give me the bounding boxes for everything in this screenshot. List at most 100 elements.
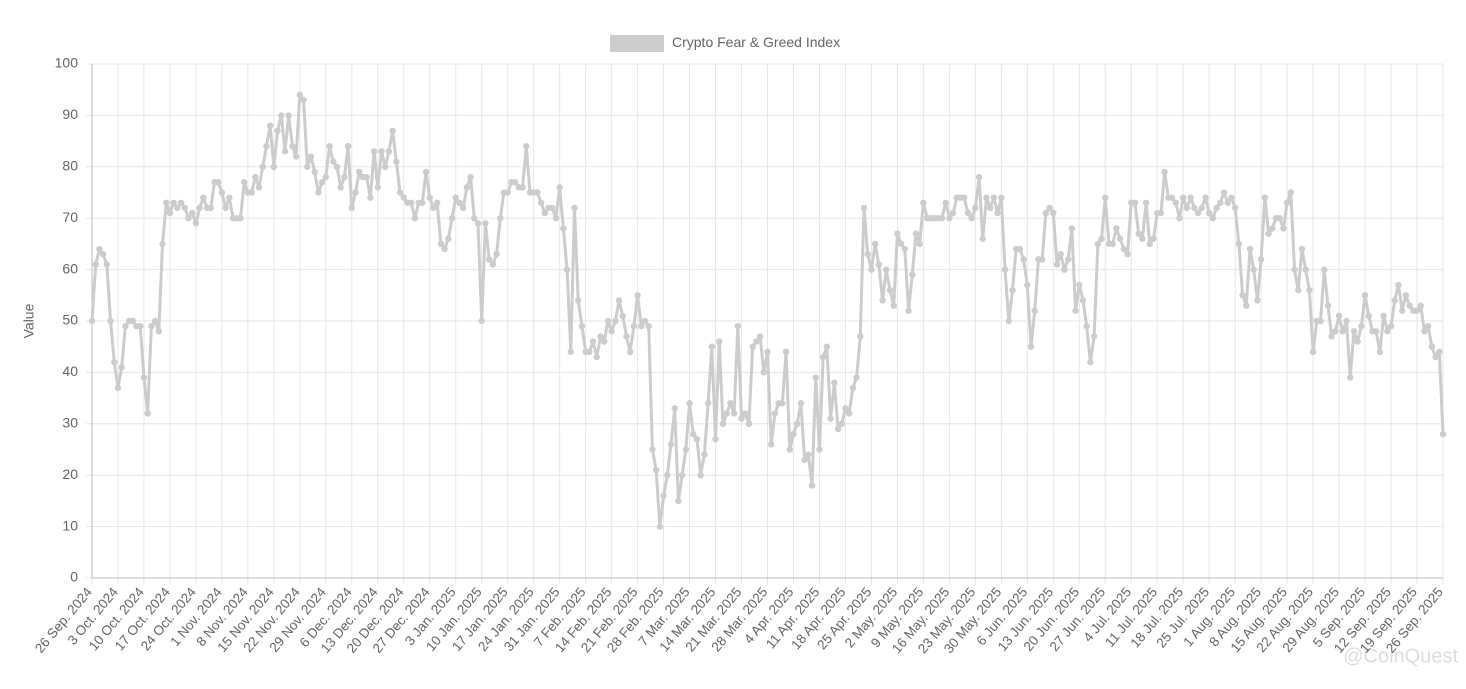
point	[378, 148, 385, 155]
point	[493, 250, 500, 258]
point	[615, 297, 623, 304]
point	[1339, 328, 1346, 335]
point	[1413, 307, 1421, 314]
point	[1295, 286, 1302, 294]
point	[1254, 297, 1261, 304]
point	[1324, 302, 1332, 309]
point	[1109, 240, 1116, 248]
point	[983, 194, 990, 201]
point	[1113, 225, 1120, 232]
point	[831, 379, 838, 386]
point	[541, 209, 549, 217]
point	[593, 353, 600, 361]
point	[738, 415, 745, 422]
point	[556, 184, 563, 191]
point	[901, 245, 909, 253]
point	[549, 204, 556, 212]
point	[370, 148, 378, 155]
point	[389, 127, 396, 135]
point	[1421, 328, 1428, 335]
point	[374, 184, 381, 191]
point	[1139, 235, 1146, 242]
point	[1391, 297, 1398, 304]
point	[1328, 333, 1335, 340]
point	[237, 215, 244, 222]
point	[652, 466, 660, 474]
point	[1306, 286, 1313, 294]
point	[638, 322, 645, 330]
point	[181, 204, 188, 212]
point	[742, 410, 749, 417]
point	[337, 184, 344, 191]
point	[1027, 343, 1035, 350]
point	[1213, 204, 1220, 212]
point	[1354, 338, 1361, 345]
point	[753, 338, 760, 345]
point	[166, 209, 174, 217]
legend-swatch[interactable]	[610, 35, 664, 52]
point	[723, 410, 730, 417]
point	[1102, 194, 1109, 201]
point	[920, 199, 927, 206]
point	[1094, 240, 1102, 248]
point	[1157, 209, 1165, 217]
point	[333, 163, 341, 170]
point	[1291, 266, 1298, 273]
point	[1287, 189, 1295, 196]
point	[604, 317, 612, 325]
point	[1087, 358, 1094, 366]
point	[1150, 235, 1157, 242]
point	[734, 322, 742, 330]
legend-label[interactable]: Crypto Fear & Greed Index	[672, 34, 840, 50]
point	[330, 158, 337, 165]
point	[912, 230, 920, 237]
point	[664, 472, 671, 479]
point	[634, 292, 641, 299]
point	[1239, 292, 1246, 299]
point	[218, 189, 226, 196]
point	[459, 204, 467, 212]
point	[871, 240, 879, 248]
point	[519, 184, 526, 191]
y-tick-label: 60	[62, 260, 78, 276]
point	[348, 204, 356, 212]
y-tick-label: 80	[62, 158, 78, 174]
point	[118, 364, 125, 371]
point	[942, 199, 949, 206]
point	[114, 384, 122, 392]
point	[1439, 430, 1447, 438]
point	[1250, 266, 1257, 273]
point	[385, 148, 393, 155]
point	[292, 153, 300, 160]
point	[849, 384, 857, 392]
point	[805, 451, 812, 458]
point	[170, 199, 177, 206]
point	[589, 338, 597, 345]
point	[875, 261, 883, 268]
point	[1168, 194, 1176, 201]
point	[608, 328, 615, 335]
point	[185, 215, 192, 222]
point	[575, 297, 582, 304]
point	[1202, 194, 1209, 201]
point	[307, 153, 315, 160]
point	[560, 225, 567, 232]
point	[701, 451, 708, 458]
point	[597, 333, 604, 340]
point	[1395, 281, 1402, 289]
point	[1076, 281, 1083, 289]
point	[478, 317, 485, 325]
point	[1161, 168, 1168, 176]
point	[1209, 215, 1217, 222]
point	[537, 199, 545, 206]
point	[1146, 240, 1153, 248]
point	[411, 215, 419, 222]
point	[523, 143, 530, 150]
point	[96, 245, 103, 253]
point	[860, 204, 868, 212]
point	[975, 173, 983, 181]
point	[1046, 204, 1053, 212]
point	[200, 194, 207, 201]
point	[905, 307, 912, 314]
